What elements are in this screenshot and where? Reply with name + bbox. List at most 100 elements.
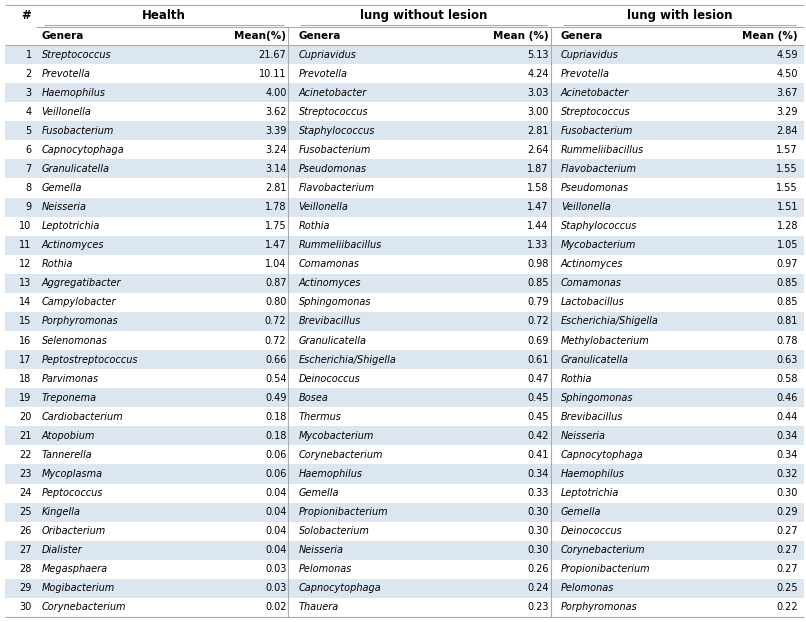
Text: Staphylococcus: Staphylococcus [561,221,638,231]
Text: 0.44: 0.44 [777,412,798,422]
Text: 0.79: 0.79 [527,297,549,307]
Text: Megasphaera: Megasphaera [42,564,108,574]
Text: Methylobacterium: Methylobacterium [561,335,650,346]
Bar [5,159,804,179]
Text: Gemella: Gemella [561,507,601,517]
Text: 18: 18 [19,374,31,384]
Text: Actinomyces: Actinomyces [298,278,361,289]
Text: 3.29: 3.29 [776,107,798,117]
Text: Escherichia/Shigella: Escherichia/Shigella [298,355,397,364]
Bar [5,369,804,388]
Text: 1.78: 1.78 [265,202,286,212]
Text: Gemella: Gemella [42,183,82,193]
Text: Rothia: Rothia [561,374,592,384]
Text: 0.06: 0.06 [265,469,286,479]
Text: 0.97: 0.97 [776,259,798,269]
Bar [5,255,804,274]
Text: 0.02: 0.02 [265,603,286,613]
Bar [5,141,804,159]
Text: 2.84: 2.84 [776,126,798,136]
Bar [5,102,804,121]
Text: 2.64: 2.64 [527,145,549,155]
Text: Parvimonas: Parvimonas [42,374,98,384]
Text: Prevotella: Prevotella [298,68,347,78]
Text: Streptococcus: Streptococcus [561,107,630,117]
Text: Propionibacterium: Propionibacterium [298,507,388,517]
Text: 24: 24 [19,488,31,498]
Text: 1: 1 [26,50,31,60]
Text: 4.59: 4.59 [776,50,798,60]
Text: 0.04: 0.04 [265,526,286,536]
Text: 1.33: 1.33 [527,240,549,250]
Bar [5,426,804,445]
Bar [5,350,804,369]
Text: 0.46: 0.46 [777,392,798,402]
Text: 3.03: 3.03 [527,88,549,98]
Text: lung with lesion: lung with lesion [626,9,732,22]
Text: 0.81: 0.81 [777,317,798,327]
Text: Mogibacterium: Mogibacterium [42,583,114,593]
Text: Lactobacillus: Lactobacillus [561,297,625,307]
Text: Corynebacterium: Corynebacterium [561,545,646,555]
Text: 0.30: 0.30 [527,526,549,536]
Text: Peptococcus: Peptococcus [42,488,103,498]
Text: #: # [21,9,31,22]
Text: 0.03: 0.03 [265,564,286,574]
Text: 2.81: 2.81 [265,183,286,193]
Text: Treponema: Treponema [42,392,97,402]
Text: Capnocytophaga: Capnocytophaga [42,145,124,155]
Text: 0.04: 0.04 [265,507,286,517]
Text: Haemophilus: Haemophilus [561,469,625,479]
Text: 3: 3 [26,88,31,98]
Bar [5,579,804,598]
Text: 2: 2 [25,68,31,78]
Text: lung without lesion: lung without lesion [360,9,488,22]
Text: Corynebacterium: Corynebacterium [42,603,126,613]
Text: 1.55: 1.55 [776,183,798,193]
Text: Brevibacillus: Brevibacillus [298,317,361,327]
Text: Mean (%): Mean (%) [493,31,549,41]
Text: 4: 4 [26,107,31,117]
Text: 0.61: 0.61 [527,355,549,364]
Bar [5,598,804,617]
Text: 2.81: 2.81 [527,126,549,136]
Text: 20: 20 [19,412,31,422]
Text: 1.47: 1.47 [527,202,549,212]
Text: 0.06: 0.06 [265,450,286,460]
Text: Granulicatella: Granulicatella [561,355,629,364]
Text: 21: 21 [19,431,31,441]
Text: Pelomonas: Pelomonas [561,583,614,593]
Text: 0.45: 0.45 [527,412,549,422]
Text: Mycobacterium: Mycobacterium [561,240,636,250]
Text: Comamonas: Comamonas [561,278,621,289]
Text: Staphylococcus: Staphylococcus [298,126,375,136]
Text: Leptotrichia: Leptotrichia [42,221,100,231]
Text: 1.51: 1.51 [776,202,798,212]
Bar [5,331,804,350]
Text: Propionibacterium: Propionibacterium [561,564,650,574]
Text: Campylobacter: Campylobacter [42,297,116,307]
Text: 0.72: 0.72 [527,317,549,327]
Text: 3.39: 3.39 [265,126,286,136]
Text: 1.57: 1.57 [776,145,798,155]
Bar [5,445,804,465]
Text: 0.34: 0.34 [777,431,798,441]
Text: Fusobacterium: Fusobacterium [561,126,634,136]
Text: 0.34: 0.34 [527,469,549,479]
Bar [5,216,804,236]
Text: 7: 7 [25,164,31,174]
Text: Granulicatella: Granulicatella [42,164,110,174]
Text: 0.85: 0.85 [527,278,549,289]
Text: 0.30: 0.30 [527,545,549,555]
Text: 0.85: 0.85 [776,297,798,307]
Text: Flavobacterium: Flavobacterium [298,183,375,193]
Text: Haemophilus: Haemophilus [42,88,106,98]
Text: Streptococcus: Streptococcus [298,107,368,117]
Text: 0.03: 0.03 [265,583,286,593]
Text: Deinococcus: Deinococcus [561,526,622,536]
Text: Actinomyces: Actinomyces [42,240,104,250]
Text: 0.42: 0.42 [527,431,549,441]
Bar [5,274,804,293]
Bar [5,236,804,255]
Text: 0.18: 0.18 [265,412,286,422]
